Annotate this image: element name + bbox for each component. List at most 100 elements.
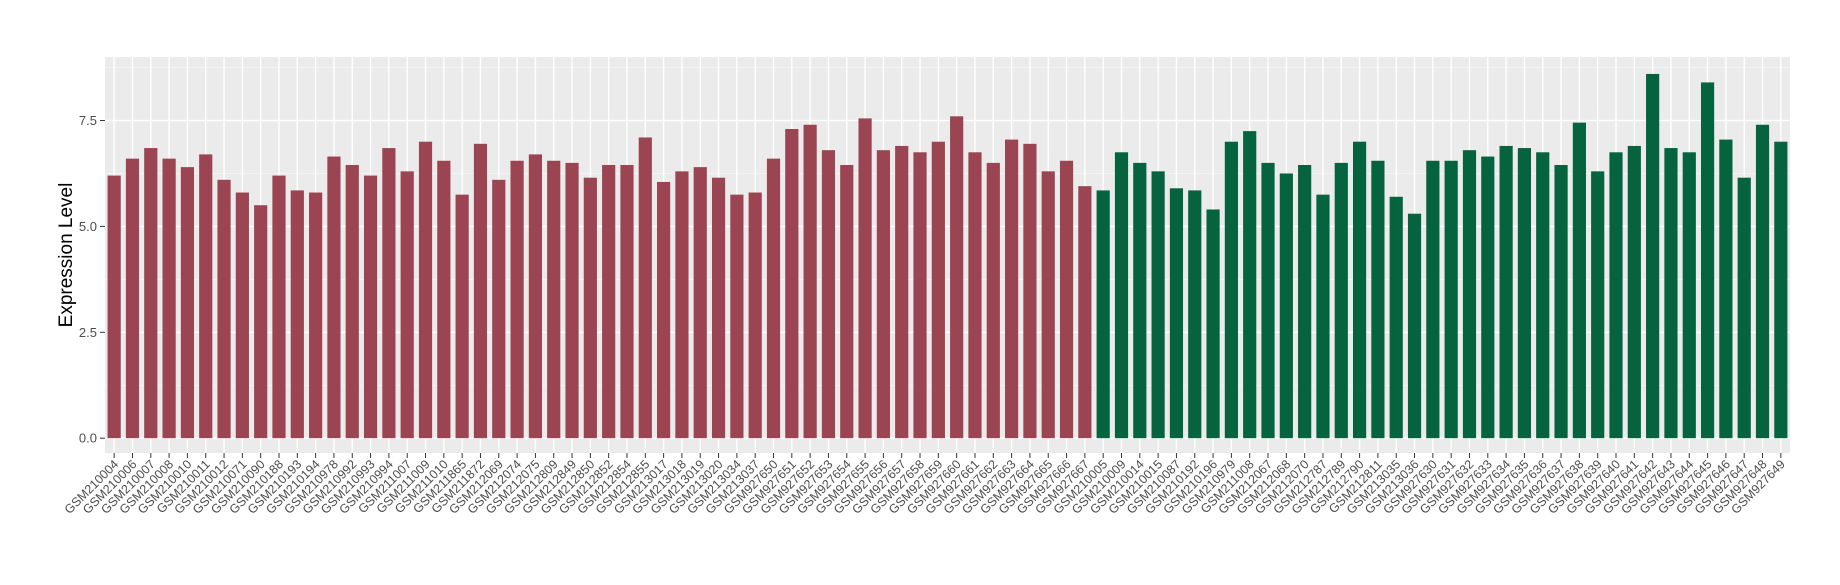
bar	[565, 162, 579, 439]
bar	[1572, 122, 1586, 439]
bar	[1609, 152, 1623, 439]
bar	[1133, 162, 1147, 439]
bar	[473, 143, 488, 439]
bar	[510, 160, 524, 439]
bar	[1774, 141, 1788, 439]
bar	[492, 179, 506, 439]
bar	[602, 165, 616, 439]
bar	[547, 160, 561, 439]
bar	[1005, 139, 1019, 439]
bar	[876, 150, 890, 439]
bar	[1389, 196, 1403, 439]
bar	[1426, 160, 1440, 439]
bar	[363, 175, 378, 439]
bar	[1554, 165, 1568, 439]
bar	[345, 165, 359, 439]
bar	[968, 152, 982, 439]
bar	[1169, 188, 1184, 439]
bar	[1059, 160, 1074, 439]
bar	[309, 192, 323, 439]
bar	[1737, 177, 1751, 439]
bar	[1096, 190, 1110, 439]
bar	[107, 175, 121, 439]
bar	[1591, 171, 1605, 439]
bar	[693, 167, 707, 439]
bar	[1755, 124, 1770, 439]
bar	[400, 171, 414, 439]
bar	[1517, 148, 1532, 439]
y-axis-label: Expression Level	[56, 183, 77, 328]
x-axis: GSM210004GSM210006GSM210007GSM210008GSM2…	[62, 453, 1788, 517]
bar	[290, 190, 304, 439]
bar	[1700, 82, 1715, 439]
bar	[1316, 194, 1330, 439]
bar	[748, 192, 762, 439]
bar	[895, 145, 909, 439]
bar	[1682, 152, 1696, 439]
bar	[620, 165, 634, 439]
bar	[657, 181, 671, 439]
bar	[1206, 209, 1220, 439]
bar	[1114, 152, 1129, 439]
bar	[821, 150, 836, 439]
bar	[711, 177, 726, 439]
bar	[455, 194, 469, 439]
bar	[931, 141, 945, 439]
bar	[986, 162, 1000, 439]
bar	[199, 154, 213, 439]
bar	[1719, 139, 1733, 439]
bar	[1334, 162, 1348, 439]
bar	[162, 158, 176, 439]
bar	[638, 137, 652, 439]
bar	[1279, 173, 1293, 439]
bar	[1078, 186, 1092, 439]
bar	[437, 160, 451, 439]
bar	[144, 148, 158, 439]
bar	[1462, 150, 1477, 439]
bar	[1041, 171, 1055, 439]
bar	[1646, 73, 1660, 439]
bar	[382, 148, 396, 439]
bar	[1664, 148, 1678, 439]
bar	[180, 167, 195, 439]
bar	[785, 129, 799, 439]
bar	[125, 158, 140, 439]
bar	[1151, 171, 1165, 439]
bar	[950, 116, 964, 439]
bar	[1023, 143, 1037, 439]
y-tick-label: 0.0	[79, 431, 97, 446]
y-tick-label: 2.5	[79, 325, 97, 340]
bar	[840, 165, 854, 439]
bar	[1352, 141, 1367, 439]
bar	[1536, 152, 1550, 439]
y-axis: 0.0 2.5 5.0 7.5	[79, 113, 105, 446]
bar	[1371, 160, 1385, 439]
bar	[803, 124, 817, 439]
bar	[675, 171, 689, 439]
bar	[1188, 190, 1202, 439]
bar	[730, 194, 744, 439]
bar	[858, 118, 872, 439]
bar	[254, 205, 268, 439]
bar	[1407, 213, 1422, 439]
y-tick-label: 5.0	[79, 219, 97, 234]
bar	[235, 192, 249, 439]
bar	[528, 154, 543, 439]
bars	[107, 73, 1788, 439]
bar	[1499, 145, 1513, 439]
bar	[1627, 145, 1641, 439]
bar	[418, 141, 433, 439]
bar	[1444, 160, 1458, 439]
bar	[327, 156, 341, 439]
bar	[1298, 165, 1312, 439]
bar	[1481, 156, 1495, 439]
bar	[272, 175, 286, 439]
bar	[1243, 131, 1257, 439]
bar	[766, 158, 781, 439]
bar	[217, 179, 231, 439]
y-tick-label: 7.5	[79, 113, 97, 128]
bar	[913, 152, 927, 439]
bar	[1261, 162, 1275, 439]
